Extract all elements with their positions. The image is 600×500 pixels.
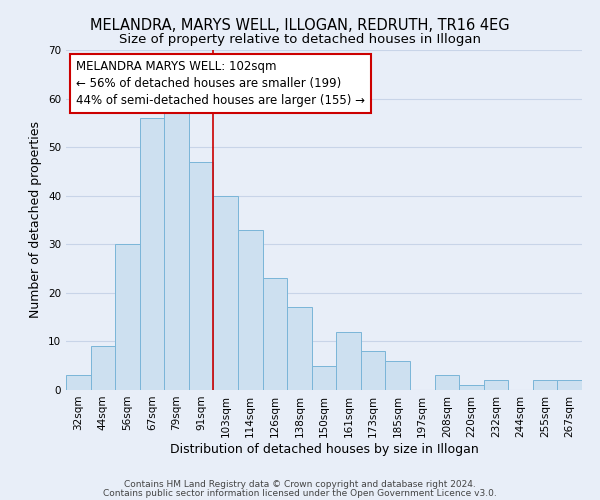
Bar bbox=[115, 244, 140, 390]
Bar bbox=[263, 278, 287, 390]
Bar bbox=[214, 196, 238, 390]
Bar bbox=[140, 118, 164, 390]
Bar bbox=[434, 376, 459, 390]
Bar bbox=[336, 332, 361, 390]
Bar bbox=[533, 380, 557, 390]
Bar bbox=[66, 376, 91, 390]
Bar bbox=[312, 366, 336, 390]
Bar bbox=[287, 308, 312, 390]
Text: MELANDRA MARYS WELL: 102sqm
← 56% of detached houses are smaller (199)
44% of se: MELANDRA MARYS WELL: 102sqm ← 56% of det… bbox=[76, 60, 365, 107]
Text: MELANDRA, MARYS WELL, ILLOGAN, REDRUTH, TR16 4EG: MELANDRA, MARYS WELL, ILLOGAN, REDRUTH, … bbox=[90, 18, 510, 32]
Bar bbox=[189, 162, 214, 390]
Bar bbox=[164, 113, 189, 390]
Text: Contains HM Land Registry data © Crown copyright and database right 2024.: Contains HM Land Registry data © Crown c… bbox=[124, 480, 476, 489]
Bar bbox=[91, 346, 115, 390]
Text: Size of property relative to detached houses in Illogan: Size of property relative to detached ho… bbox=[119, 32, 481, 46]
X-axis label: Distribution of detached houses by size in Illogan: Distribution of detached houses by size … bbox=[170, 442, 478, 456]
Bar bbox=[484, 380, 508, 390]
Y-axis label: Number of detached properties: Number of detached properties bbox=[29, 122, 43, 318]
Bar bbox=[361, 351, 385, 390]
Bar bbox=[238, 230, 263, 390]
Bar bbox=[459, 385, 484, 390]
Text: Contains public sector information licensed under the Open Government Licence v3: Contains public sector information licen… bbox=[103, 488, 497, 498]
Bar bbox=[557, 380, 582, 390]
Bar bbox=[385, 361, 410, 390]
